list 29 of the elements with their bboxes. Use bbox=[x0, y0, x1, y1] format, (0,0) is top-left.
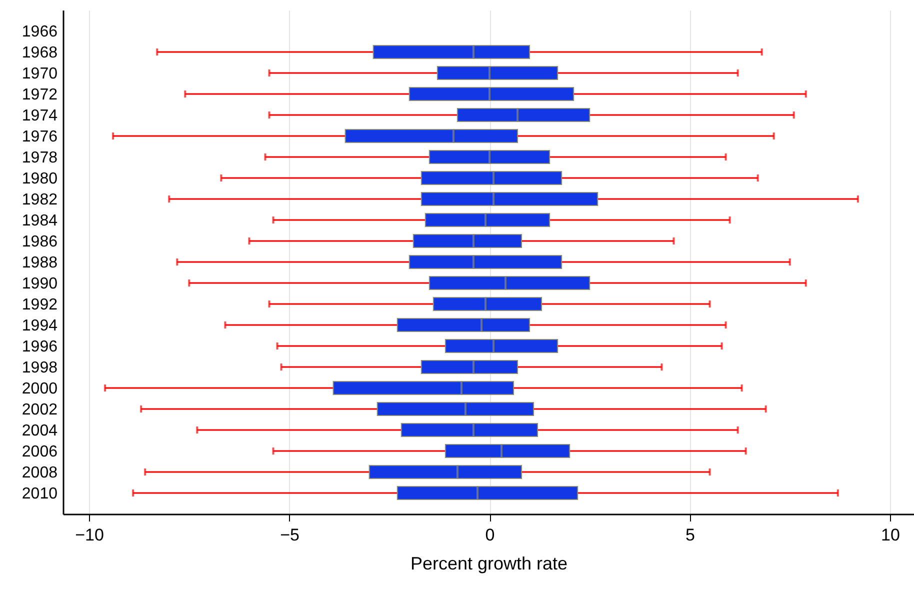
y-tick-label: 2000 bbox=[22, 380, 58, 398]
y-tick-label: 2002 bbox=[22, 402, 58, 418]
y-tick-label: 1988 bbox=[22, 254, 58, 272]
y-tick-label: 1990 bbox=[22, 276, 58, 292]
y-tick-label: 1972 bbox=[22, 86, 58, 104]
y-tick-label: 1992 bbox=[22, 296, 58, 314]
y-tick-label: 1970 bbox=[22, 66, 58, 82]
x-tick-label: 0 bbox=[485, 526, 495, 544]
y-tick-label: 1974 bbox=[22, 108, 58, 124]
x-tick-label: 5 bbox=[686, 526, 695, 544]
x-axis-title: Percent growth rate bbox=[410, 554, 568, 574]
y-tick-label: 1982 bbox=[22, 192, 58, 208]
y-tick-label: 1968 bbox=[22, 44, 58, 62]
y-tick-label: 1996 bbox=[22, 338, 58, 356]
y-tick-label: 2008 bbox=[22, 464, 58, 482]
x-tick-label: 10 bbox=[881, 526, 900, 544]
y-tick-label: 2004 bbox=[22, 422, 58, 440]
y-tick-label: 1966 bbox=[22, 24, 58, 40]
x-tick-label: −10 bbox=[75, 526, 104, 544]
y-tick-label: 1976 bbox=[22, 128, 58, 146]
x-tick-label: −5 bbox=[280, 526, 300, 544]
y-tick-label: 1986 bbox=[22, 234, 58, 250]
y-tick-label: 1980 bbox=[22, 170, 58, 188]
y-tick-label: 2010 bbox=[22, 486, 58, 502]
y-tick-label: 1978 bbox=[22, 150, 58, 166]
y-tick-label: 1998 bbox=[22, 360, 58, 376]
y-tick-label: 2006 bbox=[22, 444, 58, 460]
y-tick-label: 1994 bbox=[22, 318, 58, 334]
y-tick-label: 1984 bbox=[22, 212, 58, 230]
